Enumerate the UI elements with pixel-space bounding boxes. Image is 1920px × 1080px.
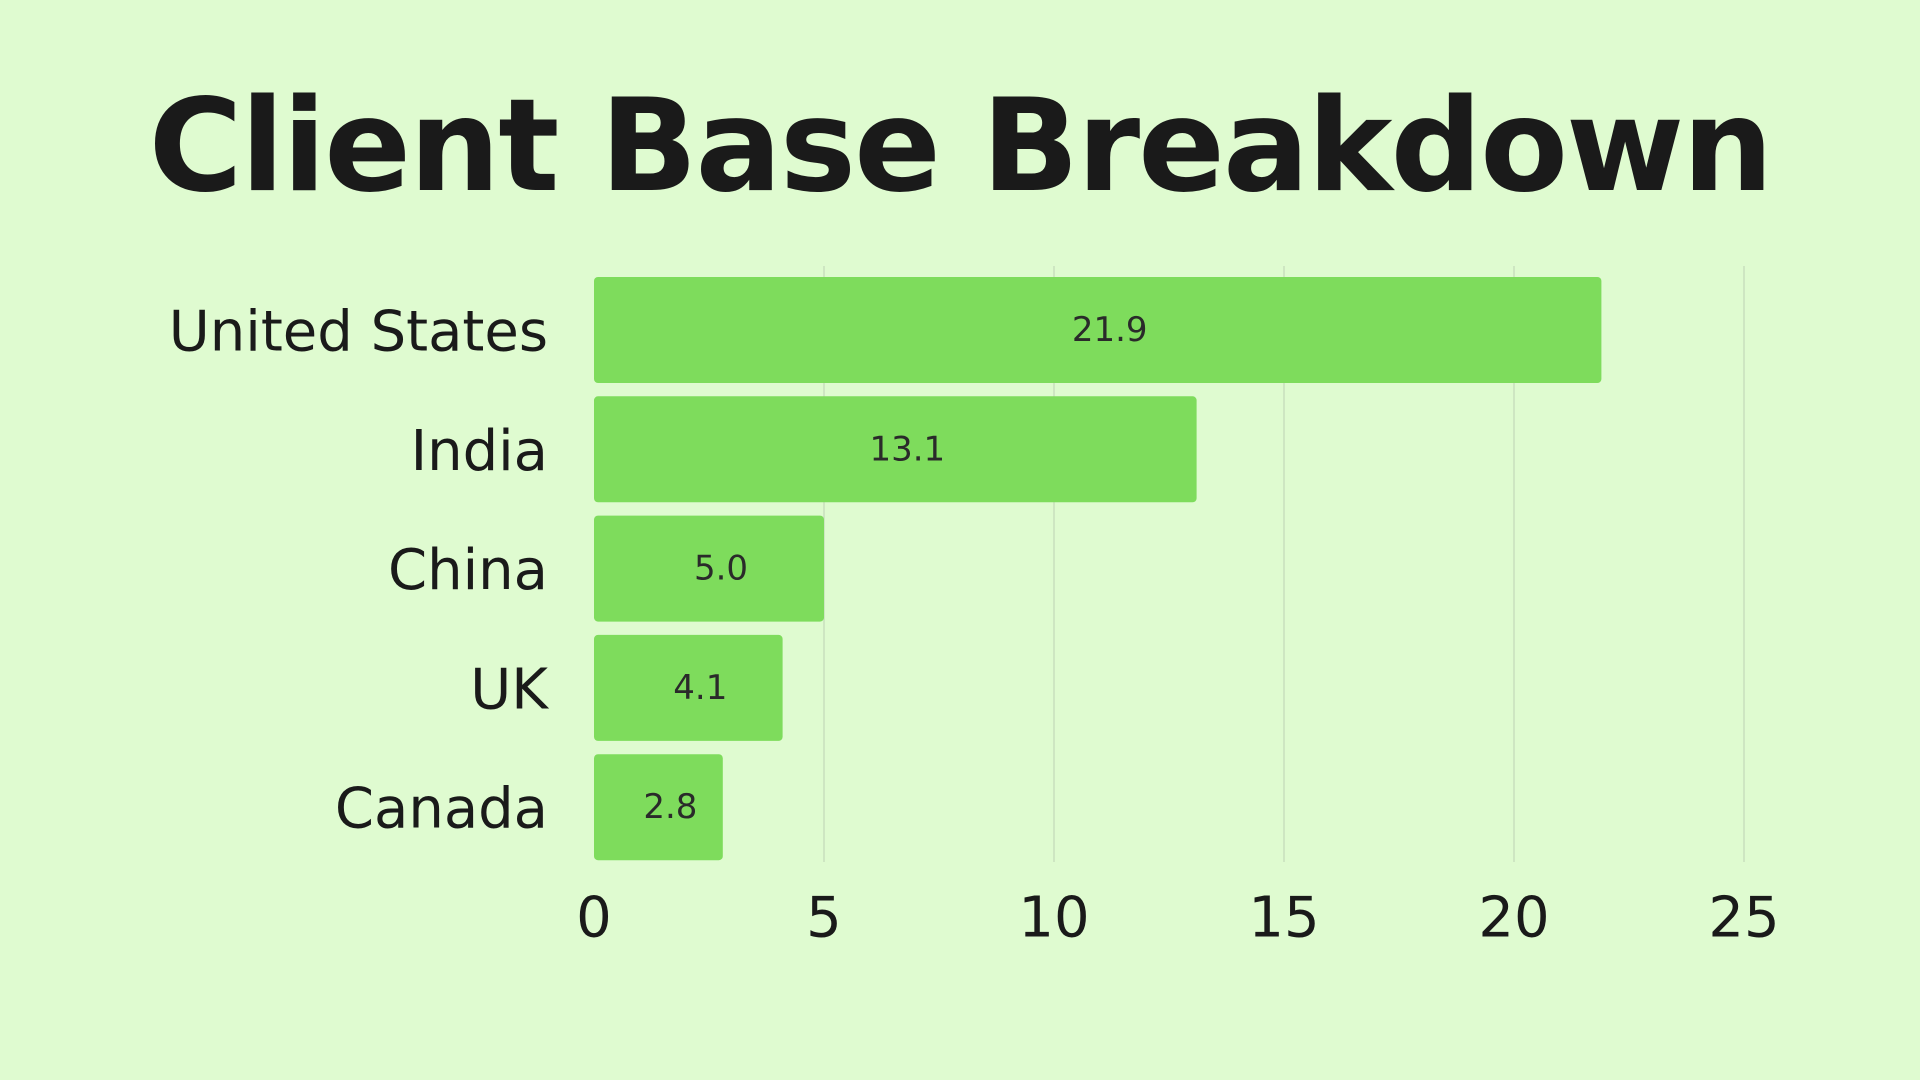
- x-tick-label: 5: [806, 886, 842, 951]
- bar: [594, 515, 824, 622]
- category-label: United States: [169, 300, 548, 365]
- bar: [594, 277, 1602, 383]
- chart-title: Client Base Breakdown: [148, 72, 1774, 221]
- bar: [594, 634, 783, 741]
- bar: [594, 754, 723, 861]
- bar-value-label: 2.8: [643, 787, 697, 827]
- x-tick-label: 25: [1708, 886, 1779, 951]
- bar-value-label: 21.9: [1072, 310, 1148, 350]
- bar-value-label: 4.1: [673, 668, 727, 708]
- bar: [594, 396, 1197, 503]
- x-axis-ticks: 0 5 10 15 20 25: [576, 886, 1779, 951]
- bars: 21.9 13.1 5.0 4.1 2.8: [594, 277, 1602, 861]
- bar-value-label: 5.0: [694, 549, 748, 589]
- x-tick-label: 20: [1478, 886, 1549, 951]
- x-tick-label: 15: [1248, 886, 1319, 951]
- x-tick-label: 0: [576, 886, 612, 951]
- category-label: Canada: [335, 777, 548, 842]
- bar-value-label: 13.1: [869, 429, 945, 469]
- category-labels: United States India China UK Canada: [169, 300, 549, 842]
- x-tick-label: 10: [1018, 886, 1089, 951]
- category-label: China: [388, 538, 548, 603]
- category-label: UK: [470, 657, 549, 722]
- category-label: India: [411, 419, 548, 484]
